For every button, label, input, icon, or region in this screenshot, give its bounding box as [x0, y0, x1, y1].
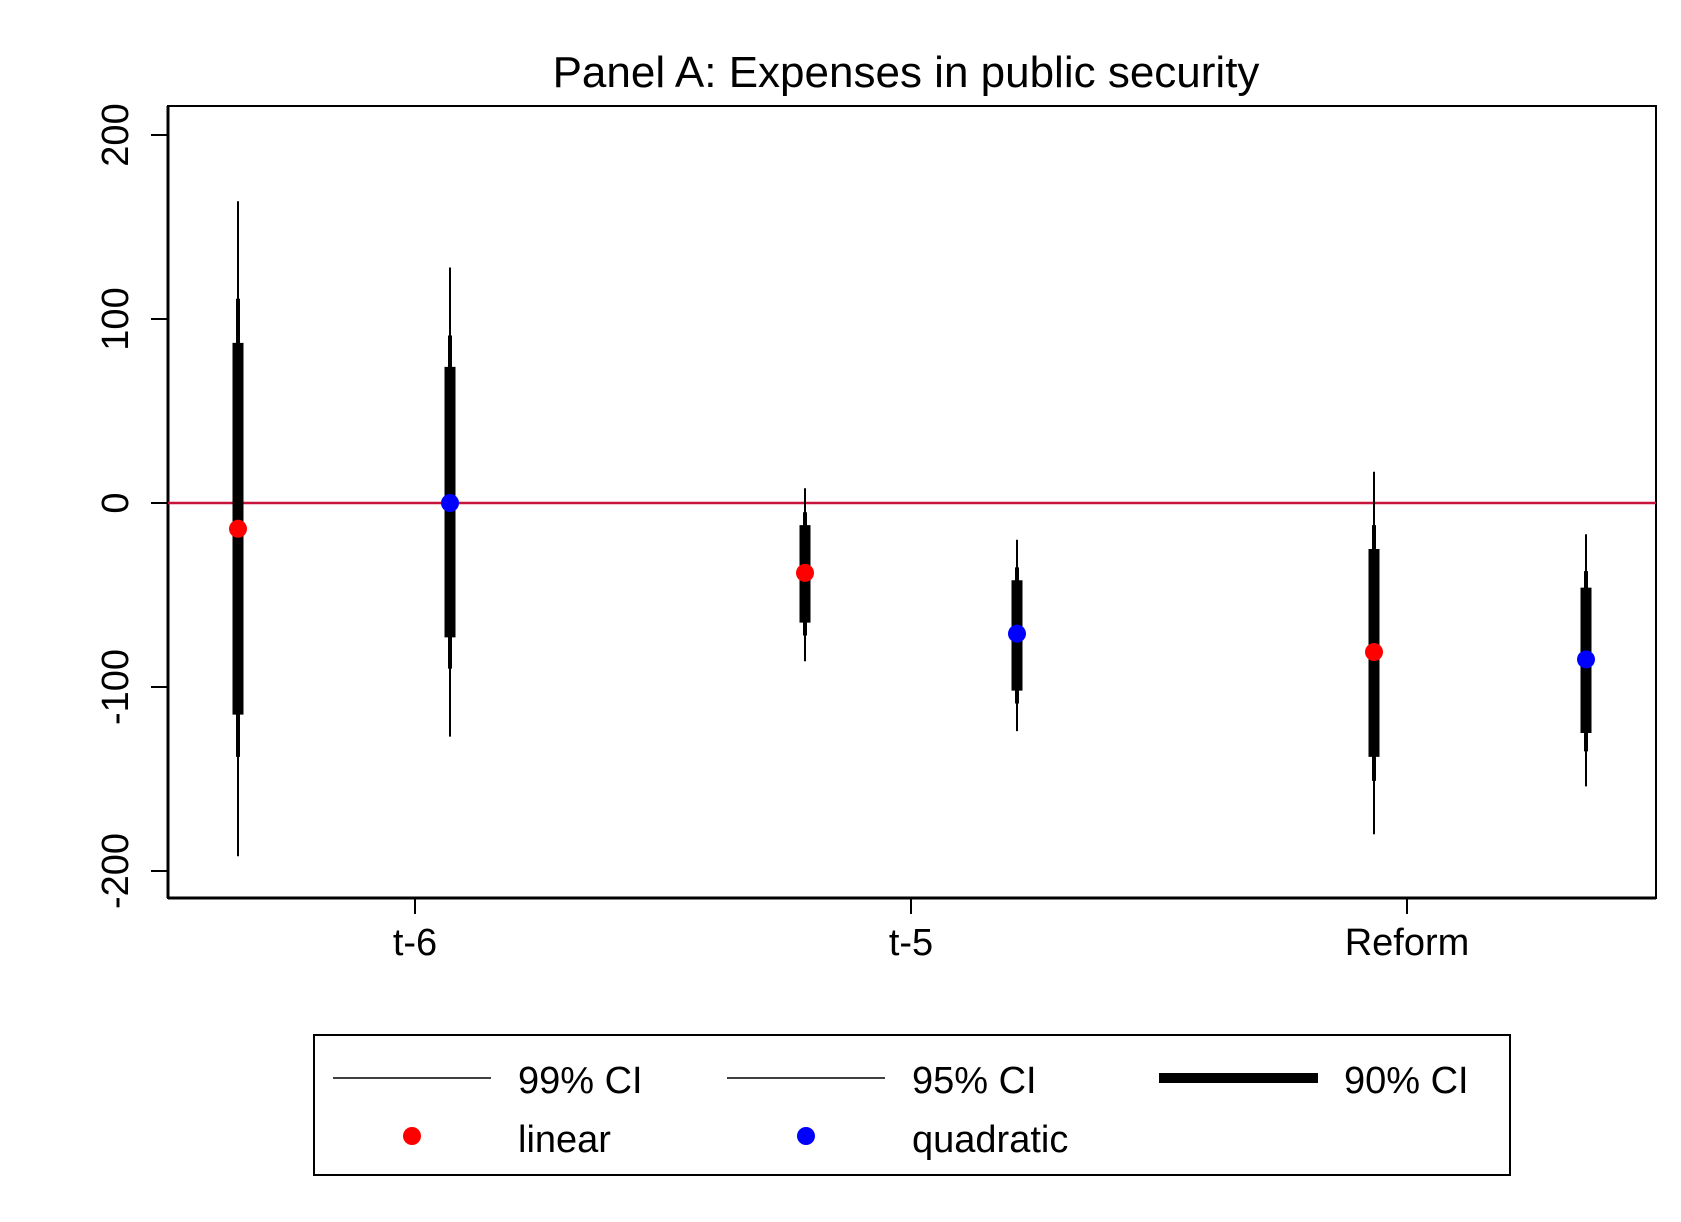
linear-estimate-point — [229, 519, 247, 538]
x-tick-label: t-6 — [393, 922, 437, 964]
chart-marks — [229, 201, 1595, 857]
y-tick-label: -200 — [95, 833, 137, 909]
linear-estimate-point — [796, 563, 814, 582]
legend-label-ci99: 99% CI — [518, 1060, 643, 1102]
y-tick-label: 0 — [95, 492, 137, 513]
y-tick-label: -100 — [95, 649, 137, 725]
chart-title: Panel A: Expenses in public security — [553, 48, 1260, 97]
legend-label-ci95: 95% CI — [912, 1060, 1037, 1102]
quadratic-estimate-point — [1008, 624, 1026, 643]
legend-label-linear: linear — [518, 1119, 611, 1161]
x-tick-label: Reform — [1345, 922, 1470, 964]
x-tick-label: t-5 — [889, 922, 933, 964]
legend-swatch-quadratic — [797, 1127, 815, 1145]
legend-label-ci90: 90% CI — [1344, 1060, 1469, 1102]
legend: 99% CI 95% CI 90% CI linear quadratic — [313, 1034, 1511, 1176]
x-axis-ticks: t-6 t-5 Reform — [393, 898, 1469, 964]
quadratic-estimate-point — [441, 494, 459, 512]
y-tick-label: 100 — [95, 287, 137, 350]
legend-box — [313, 1034, 1511, 1176]
linear-estimate-point — [1365, 643, 1383, 662]
legend-label-quadratic: quadratic — [912, 1119, 1068, 1161]
y-axis-ticks: 200 100 0 -100 -200 — [95, 103, 168, 909]
legend-swatch-linear — [403, 1127, 421, 1145]
quadratic-estimate-point — [1577, 650, 1595, 669]
y-tick-label: 200 — [95, 103, 137, 166]
